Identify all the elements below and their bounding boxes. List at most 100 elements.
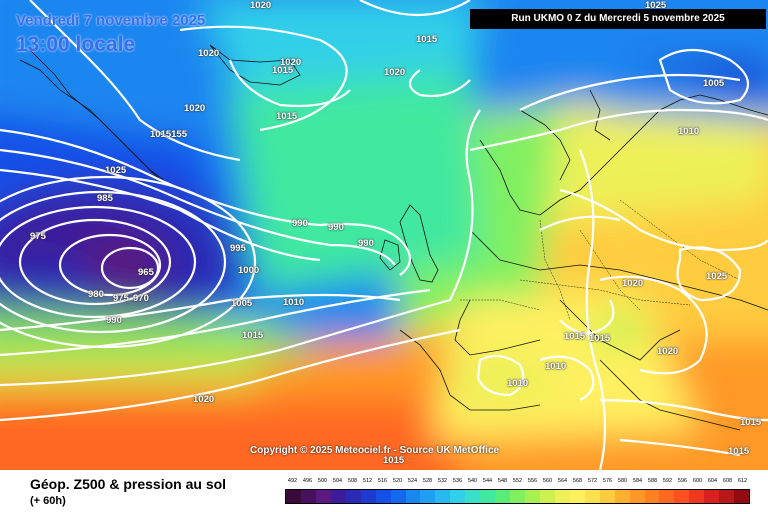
legend-swatch xyxy=(480,490,496,503)
legend-label: 496 xyxy=(302,478,313,484)
map-canvas xyxy=(0,0,768,470)
legend-label: 540 xyxy=(467,478,478,484)
legend-swatch xyxy=(375,490,391,503)
isobar-label: 1010 xyxy=(283,297,305,308)
legend-label: 604 xyxy=(707,478,718,484)
legend-label: 516 xyxy=(377,478,388,484)
legend-label: 612 xyxy=(737,478,748,484)
legend-footer: Géop. Z500 & pression au sol (+ 60h) 492… xyxy=(0,470,768,512)
legend-label: 528 xyxy=(422,478,433,484)
legend-label: 600 xyxy=(692,478,703,484)
legend-swatch xyxy=(659,490,675,503)
legend-label: 568 xyxy=(572,478,583,484)
legend-swatch xyxy=(315,490,331,503)
map-title: Géop. Z500 & pression au sol xyxy=(30,476,227,492)
isobar-label: 990 xyxy=(328,222,344,233)
isobar-label: 1020 xyxy=(184,103,206,114)
copyright-notice: Copyright © 2025 Meteociel.fr - Source U… xyxy=(250,445,500,456)
legend-swatch xyxy=(465,490,481,503)
isobar-label: 1010 xyxy=(545,361,567,372)
isobar-label: 1015 xyxy=(589,333,611,344)
legend-label: 576 xyxy=(602,478,613,484)
isobar-label: 1015 xyxy=(564,331,586,342)
isobar-label: 1020 xyxy=(657,346,679,357)
legend-label: 596 xyxy=(677,478,688,484)
isobar-label: 1025 xyxy=(706,271,728,282)
isobar-label: 1015 xyxy=(272,65,294,76)
isobar-label: 1015 xyxy=(276,111,298,122)
isobar-label: 970 xyxy=(133,293,149,304)
legend-label: 524 xyxy=(407,478,418,484)
legend-swatch xyxy=(614,490,630,503)
forecast-step: (+ 60h) xyxy=(30,495,66,507)
isobar-label: 990 xyxy=(292,218,308,229)
legend-swatch xyxy=(644,490,660,503)
isobar-label: 1020 xyxy=(193,394,215,405)
legend-label: 536 xyxy=(452,478,463,484)
legend-swatch xyxy=(539,490,555,503)
isobar-label: 1015155 xyxy=(150,129,187,140)
legend-label: 592 xyxy=(662,478,673,484)
legend-swatch xyxy=(704,490,720,503)
legend-swatch xyxy=(689,490,705,503)
legend-swatch xyxy=(734,490,750,503)
legend-label: 572 xyxy=(587,478,598,484)
legend-label: 580 xyxy=(617,478,628,484)
legend-swatch xyxy=(405,490,421,503)
legend-labels: 492 496 500 504 508 512 516 520 524 528 532 536 540 5… xyxy=(285,478,750,488)
legend-label: 556 xyxy=(527,478,538,484)
coastlines xyxy=(19,44,768,431)
legend-label: 564 xyxy=(557,478,568,484)
legend-swatch xyxy=(629,490,645,503)
legend-label: 508 xyxy=(347,478,358,484)
legend-swatch xyxy=(300,490,316,503)
legend-label: 584 xyxy=(632,478,643,484)
isobar-label: 965 xyxy=(138,267,154,278)
legend-swatches xyxy=(285,489,750,504)
forecast-map: Vendredi 7 novembre 2025 13:00 locale Ru… xyxy=(0,0,768,470)
legend-label: 552 xyxy=(512,478,523,484)
legend-swatch xyxy=(390,490,406,503)
legend-label: 512 xyxy=(362,478,373,484)
isobar-label: 1015 xyxy=(416,34,438,45)
isobar-label: 1020 xyxy=(384,67,406,78)
forecast-time: 13:00 locale xyxy=(16,33,136,56)
legend-swatch xyxy=(584,490,600,503)
color-scale-legend: 492 496 500 504 508 512 516 520 524 528 532 536 540 5… xyxy=(285,478,750,506)
isobar-label: 975 xyxy=(113,293,129,304)
isobars xyxy=(0,0,768,470)
legend-label: 588 xyxy=(647,478,658,484)
legend-swatch xyxy=(345,490,361,503)
isobar-label: 1015 xyxy=(728,446,750,457)
isobar-label: 1020 xyxy=(622,278,644,289)
legend-swatch xyxy=(599,490,615,503)
isobar-label: 1000 xyxy=(238,265,260,276)
forecast-date: Vendredi 7 novembre 2025 xyxy=(16,12,206,29)
isobar-label: 980 xyxy=(88,289,104,300)
legend-label: 504 xyxy=(332,478,343,484)
legend-label: 544 xyxy=(482,478,493,484)
legend-swatch xyxy=(569,490,585,503)
legend-swatch xyxy=(360,490,376,503)
isobar-label: 1005 xyxy=(703,78,725,89)
isobar-label: 1015 xyxy=(383,455,405,466)
legend-swatch xyxy=(450,490,466,503)
legend-swatch xyxy=(435,490,451,503)
isobar-label: 990 xyxy=(358,238,374,249)
legend-label: 500 xyxy=(317,478,328,484)
isobar-label: 1025 xyxy=(105,165,127,176)
isobar-label: 1005 xyxy=(231,298,253,309)
legend-label: 548 xyxy=(497,478,508,484)
isobar-label: 995 xyxy=(230,243,246,254)
isobar-label: 1025 xyxy=(645,0,667,11)
legend-swatch xyxy=(525,490,540,503)
isobar-label: 985 xyxy=(97,193,113,204)
legend-swatch xyxy=(510,490,525,503)
legend-label: 560 xyxy=(542,478,553,484)
legend-label: 492 xyxy=(287,478,298,484)
legend-swatch xyxy=(286,490,301,503)
isobar-label: 1020 xyxy=(198,48,220,59)
isobar-label: 1020 xyxy=(280,57,302,68)
legend-label: 608 xyxy=(722,478,733,484)
legend-swatch xyxy=(554,490,570,503)
